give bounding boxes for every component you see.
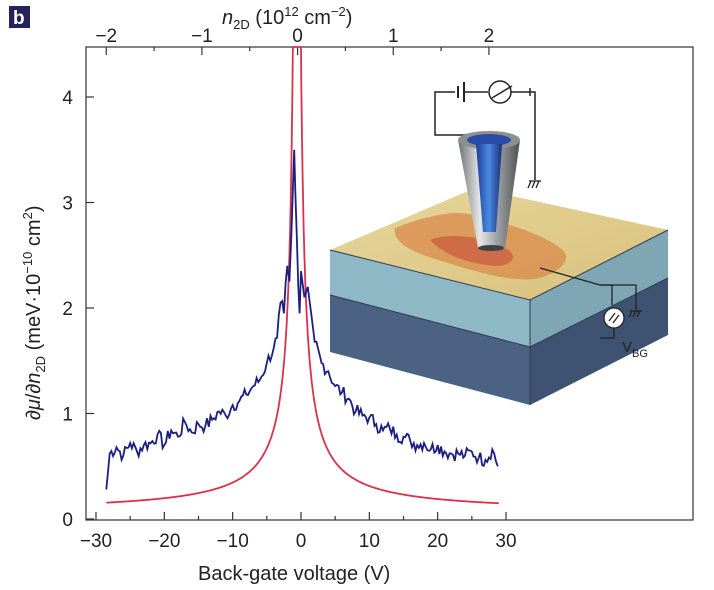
voltage-source-mark-2 — [612, 314, 620, 324]
substrate-bottom-face — [330, 295, 530, 405]
set-tip-top-inner — [467, 134, 511, 146]
top-tick-label: 0 — [292, 26, 303, 47]
block-mid-edge — [329, 277, 669, 348]
x-tick-label: −10 — [217, 531, 249, 552]
y-axis-ticks: 0 1 2 3 4 — [62, 88, 94, 531]
meter-arrow — [491, 85, 513, 99]
fit-curve — [106, 46, 499, 505]
panel-label-box — [9, 6, 30, 28]
y-axis-label: ∂μ/∂n2D (meV·10−10 cm2) — [20, 206, 48, 421]
ground-icon — [527, 180, 541, 189]
set-tip-inner — [476, 144, 502, 232]
voltage-source-mark-1 — [608, 312, 616, 322]
circuit-wire-3 — [511, 88, 531, 96]
x-tick-label: 30 — [495, 531, 516, 552]
gate-wire — [600, 284, 613, 305]
panel-label: b — [13, 8, 25, 29]
top-axis-label: n2D (1012 cm−2) — [222, 4, 352, 32]
top-tick-label: −1 — [191, 26, 213, 47]
x-tick-label: −20 — [148, 531, 180, 552]
set-tip-apex — [478, 245, 504, 251]
circuit-wire-4 — [530, 91, 536, 180]
top-axis-ticks: −2 −1 0 1 2 — [95, 26, 494, 55]
contact-wire — [539, 267, 637, 310]
oxide-front-face — [330, 250, 530, 347]
top-tick-label: −2 — [95, 26, 117, 47]
top-tick-label: 1 — [388, 26, 399, 47]
meter-icon — [488, 80, 512, 104]
x-axis-label: Back-gate voltage (V) — [198, 563, 390, 585]
x-tick-label: 10 — [359, 531, 380, 552]
plot-frame — [85, 46, 694, 521]
x-tick-label: −30 — [80, 531, 112, 552]
x-tick-label: 0 — [296, 531, 307, 552]
y-tick-label: 1 — [62, 405, 73, 426]
ground-icon-2 — [628, 310, 642, 318]
y-tick-label: 2 — [62, 299, 73, 320]
top-tick-label: 2 — [484, 26, 495, 47]
y-tick-label: 4 — [62, 88, 73, 109]
inset-illustration: VBG — [329, 80, 669, 405]
y-tick-label: 0 — [62, 510, 73, 531]
gate-wire-2 — [600, 328, 615, 339]
x-axis-ticks: −30 −20 −10 0 10 20 30 — [80, 512, 517, 552]
vbg-label: VBG — [622, 339, 648, 360]
substrate-bottom-side — [530, 278, 668, 405]
oxide-side-face — [530, 230, 668, 347]
x-tick-label: 20 — [427, 531, 448, 552]
circuit-wire — [434, 91, 488, 136]
y-tick-label: 3 — [62, 194, 73, 215]
voltage-source-icon — [603, 307, 625, 329]
measured-curve — [105, 149, 499, 490]
